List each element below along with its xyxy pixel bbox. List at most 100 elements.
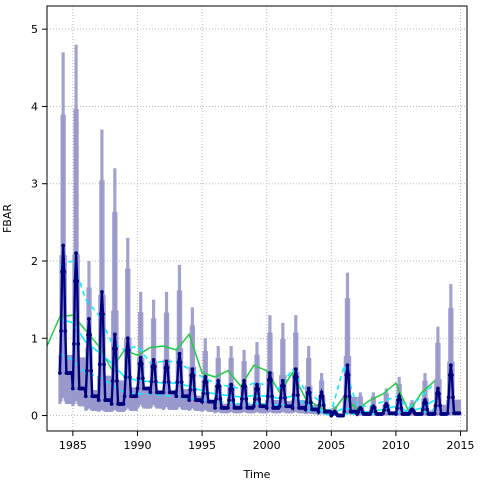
main-series-point xyxy=(217,384,222,389)
main-series-point xyxy=(437,391,441,396)
main-series-point xyxy=(74,251,78,256)
main-series-point xyxy=(280,378,285,383)
main-series-point xyxy=(303,407,308,412)
main-series-point xyxy=(307,390,312,395)
main-series-point xyxy=(395,406,399,411)
main-series-point xyxy=(240,396,244,401)
main-series-point xyxy=(212,399,216,404)
main-series-point xyxy=(448,363,453,368)
main-series-point xyxy=(252,397,257,402)
main-series-point xyxy=(139,362,144,366)
main-series-point xyxy=(294,375,299,380)
main-series-point xyxy=(100,290,104,294)
x-tick-label: 2005 xyxy=(317,439,345,452)
main-series-point xyxy=(346,372,351,377)
main-series-point xyxy=(87,317,91,321)
x-tick-label: 1995 xyxy=(188,439,216,452)
main-series-point xyxy=(282,384,286,388)
main-series-point xyxy=(243,384,248,389)
main-series-point xyxy=(200,399,204,404)
main-series-point xyxy=(264,405,269,410)
main-series-point xyxy=(436,386,440,391)
main-series-point xyxy=(216,378,221,383)
main-series-point xyxy=(257,397,262,402)
main-series-point xyxy=(397,394,402,399)
main-series-point xyxy=(321,403,326,408)
main-series-point xyxy=(151,358,156,362)
main-series-point xyxy=(341,413,346,418)
main-series-point xyxy=(268,371,272,375)
main-series-point xyxy=(149,379,154,384)
main-series-point xyxy=(123,375,128,380)
main-series-point xyxy=(101,312,105,317)
x-axis-ticks: 1985 1990 1995 2000 2005 2010 2015 xyxy=(59,431,475,452)
main-series-point xyxy=(128,375,132,380)
main-series-point xyxy=(342,409,347,414)
main-series-point xyxy=(138,355,143,360)
main-series-point xyxy=(135,386,140,391)
y-tick-label: 4 xyxy=(31,100,38,113)
main-series-point xyxy=(188,387,193,392)
main-series-point xyxy=(108,398,113,402)
main-series-point xyxy=(153,379,158,384)
main-series-point xyxy=(385,403,390,408)
main-series-point xyxy=(218,396,223,401)
main-series-point xyxy=(125,336,130,341)
uncertainty-band xyxy=(58,44,462,416)
main-series-point xyxy=(317,403,322,408)
main-fbar-series xyxy=(58,243,462,418)
main-series-point xyxy=(420,407,425,412)
main-series-point xyxy=(419,412,424,416)
plot-frame xyxy=(46,5,468,432)
main-series-point xyxy=(96,398,101,402)
main-series-point xyxy=(369,409,374,414)
main-series-point xyxy=(213,405,217,410)
main-series-point xyxy=(372,405,377,410)
main-series-point xyxy=(72,341,76,346)
main-series-point xyxy=(69,371,74,375)
main-series-point xyxy=(174,394,179,399)
main-series-point xyxy=(424,401,428,405)
main-series-point xyxy=(382,408,386,413)
main-series-point xyxy=(95,394,100,399)
main-series-point xyxy=(175,380,180,385)
main-series-point xyxy=(433,403,438,408)
main-series-point xyxy=(89,368,94,373)
y-axis-title: FBAR xyxy=(1,204,14,233)
main-series-point xyxy=(256,387,260,391)
main-series-point xyxy=(115,379,119,383)
main-series-point xyxy=(162,380,167,385)
main-series-point xyxy=(126,348,131,353)
main-series-point xyxy=(356,410,361,414)
main-series-point xyxy=(242,378,246,383)
main-series-point xyxy=(446,395,451,400)
main-series-point xyxy=(214,396,218,401)
main-series-point xyxy=(186,394,190,399)
main-series-point xyxy=(244,396,249,401)
main-series-point xyxy=(328,409,333,414)
series-line-1 xyxy=(46,314,436,415)
main-series-point xyxy=(110,379,115,383)
x-tick-label: 2000 xyxy=(253,439,281,452)
main-series-point xyxy=(70,386,75,391)
main-series-point xyxy=(394,412,398,416)
main-series-point xyxy=(166,380,171,385)
main-series-point xyxy=(320,394,325,399)
main-series-point xyxy=(114,346,118,351)
main-series-point xyxy=(164,359,169,364)
main-series-point xyxy=(425,407,430,412)
main-series-point xyxy=(121,402,126,406)
main-series-point xyxy=(58,371,62,375)
y-tick-label: 1 xyxy=(31,332,38,345)
main-series-point xyxy=(457,411,462,416)
main-series-point xyxy=(191,373,196,378)
main-series-point xyxy=(229,382,234,387)
x-tick-label: 1990 xyxy=(123,439,151,452)
main-series-point xyxy=(306,386,311,391)
main-series-point xyxy=(178,360,183,365)
main-series-point xyxy=(343,394,348,399)
main-series-point xyxy=(359,407,364,411)
main-series-point xyxy=(61,243,66,248)
main-series-point xyxy=(63,329,68,333)
main-series-point xyxy=(319,390,324,395)
